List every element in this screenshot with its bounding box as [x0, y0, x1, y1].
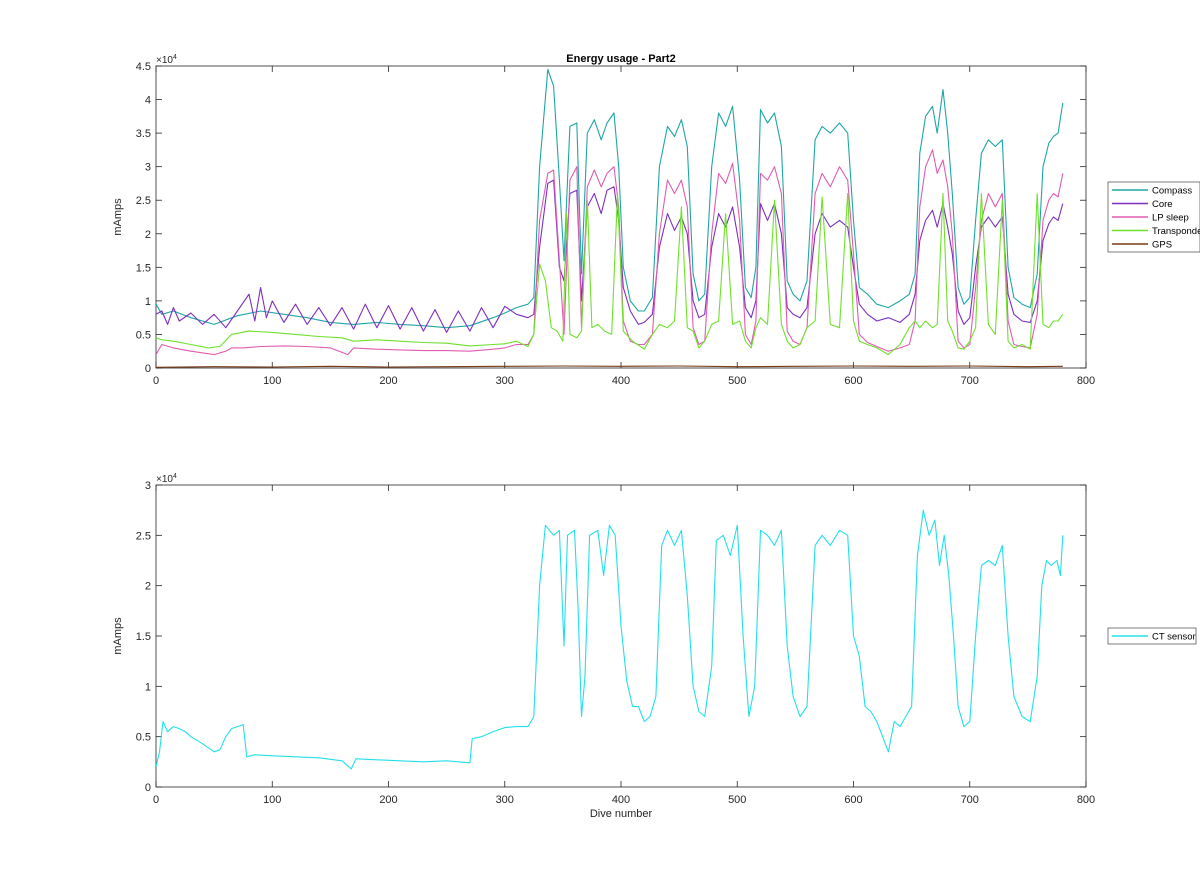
legend-label: Transponder	[1152, 226, 1200, 237]
legend: Compass Core LP sleep Transponder GPS	[1107, 181, 1200, 253]
top-chart-panel: 0 100 200 300 400 500 600 700 800 0 0.5 1 1.5 2 2.5 3 3.…	[112, 53, 1200, 387]
y-tick-label: 0	[145, 782, 151, 794]
y-tick-label: 1	[145, 296, 151, 308]
y-tick-label: 0.5	[136, 329, 151, 341]
x-tick-label: 400	[612, 794, 630, 806]
y-tick-label: 2.5	[136, 530, 151, 542]
x-tick-label: 0	[153, 375, 159, 387]
series-line-compass	[156, 68, 1064, 329]
x-tick-label: 500	[728, 794, 746, 806]
legend-label: GPS	[1152, 240, 1172, 251]
x-tick-label: 600	[844, 794, 862, 806]
y-tick-label: 3	[145, 162, 151, 174]
y-tick-label: 2	[145, 229, 151, 241]
x-tick-label: 700	[961, 375, 979, 387]
legend-box	[1107, 627, 1197, 645]
bottom-chart-panel: 0 100 200 300 400 500 600 700 800 0 0.5 1 1.5 2 2.5 3 ×1…	[112, 473, 1197, 820]
series-line-core	[156, 179, 1064, 333]
y-tick-label: 1.5	[136, 631, 151, 643]
x-tick-label: 800	[1077, 375, 1095, 387]
plot-area	[155, 484, 1087, 788]
series-line-lp-sleep	[156, 149, 1064, 356]
x-tick-label: 300	[496, 375, 514, 387]
x-tick-label: 500	[728, 375, 746, 387]
x-tick-label: 600	[844, 375, 862, 387]
y-exponent-label: ×104	[156, 473, 177, 485]
legend-label: Compass	[1152, 186, 1192, 197]
y-tick-label: 2.5	[136, 195, 151, 207]
legend-label: CT sensor	[1152, 632, 1196, 643]
y-tick-label: 3.5	[136, 128, 151, 140]
y-tick-label: 1.5	[136, 262, 151, 274]
legend-label: Core	[1152, 199, 1173, 210]
series-line-transponder	[156, 192, 1064, 356]
y-axis-title: mAmps	[112, 617, 124, 655]
x-tick-label: 100	[263, 375, 281, 387]
x-tick-label: 800	[1077, 794, 1095, 806]
y-tick-label: 4	[145, 95, 151, 107]
series-line-ct-sensor	[156, 509, 1064, 770]
y-axis-title: mAmps	[112, 198, 124, 236]
chart-title: Energy usage - Part2	[566, 53, 675, 65]
x-tick-label: 200	[379, 794, 397, 806]
y-tick-label: 0	[145, 363, 151, 375]
y-tick-label: 4.5	[136, 61, 151, 73]
y-tick-label: 1	[145, 681, 151, 693]
x-tick-label: 100	[263, 794, 281, 806]
legend: CT sensor	[1107, 627, 1197, 645]
x-tick-label: 700	[961, 794, 979, 806]
y-tick-label: 3	[145, 480, 151, 492]
x-tick-label: 0	[153, 794, 159, 806]
y-exponent-label: ×104	[156, 54, 177, 66]
x-tick-label: 200	[379, 375, 397, 387]
x-axis-title: Dive number	[590, 808, 653, 820]
x-tick-label: 400	[612, 375, 630, 387]
series-line-gps	[156, 365, 1063, 368]
y-tick-label: 0.5	[136, 732, 151, 744]
y-tick-label: 2	[145, 581, 151, 593]
legend-label: LP sleep	[1152, 213, 1189, 224]
x-tick-label: 300	[496, 794, 514, 806]
